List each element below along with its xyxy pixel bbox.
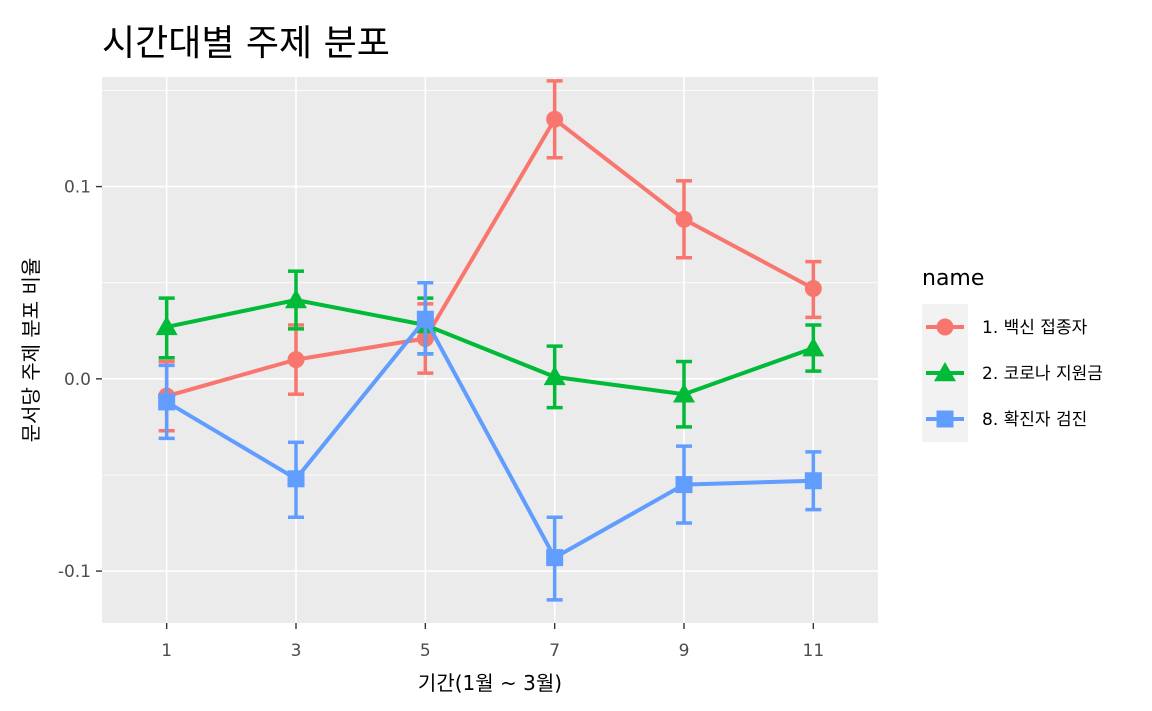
x-axis-title: 기간(1월 ~ 3월) [418,671,562,695]
series-line [166,117,815,399]
series-layer [155,79,825,602]
data-point [285,289,307,309]
legend-title: name [922,266,984,291]
data-point [675,210,693,228]
x-tick-label: 9 [679,641,690,661]
data-point [802,337,825,357]
legend-label: 1. 백신 접종자 [982,318,1088,338]
x-tick-label: 11 [803,641,825,661]
data-point [158,393,176,411]
legend-key-marker [934,362,956,382]
data-point [416,310,434,328]
legend-label: 2. 코로나 지원금 [982,364,1103,384]
y-tick-label: 0.1 [64,178,91,198]
data-point [804,472,822,490]
data-point [546,110,564,128]
legend-label: 8. 확진자 검진 [982,410,1087,430]
legend-key-marker [936,410,954,428]
data-point [155,315,178,336]
series-line [166,298,815,397]
data-point [546,549,564,567]
y-tick-label: -0.1 [58,562,91,582]
y-axis-title: 문서당 주제 분포 비율 [19,258,43,443]
legend: name 1. 백신 접종자 2. 코로나 지원금 8. 확진자 검진 [922,266,1103,442]
x-tick-label: 1 [161,641,172,661]
series-group [158,280,822,602]
y-tick-label: 0.0 [64,370,91,390]
x-tick-label: 5 [420,641,431,661]
data-point [673,383,695,403]
data-point [287,470,305,488]
x-tick-label: 3 [291,641,302,661]
data-point [675,476,693,494]
data-point [804,279,822,297]
chart-title: 시간대별 주제 분포 [102,23,390,64]
series-line [165,317,814,560]
axes: 0.1 0.0 -0.1 1 3 5 7 9 11 [58,178,824,661]
legend-key-marker [936,318,954,336]
x-tick-label: 7 [549,641,560,661]
data-point [543,365,566,386]
data-point [287,351,305,369]
